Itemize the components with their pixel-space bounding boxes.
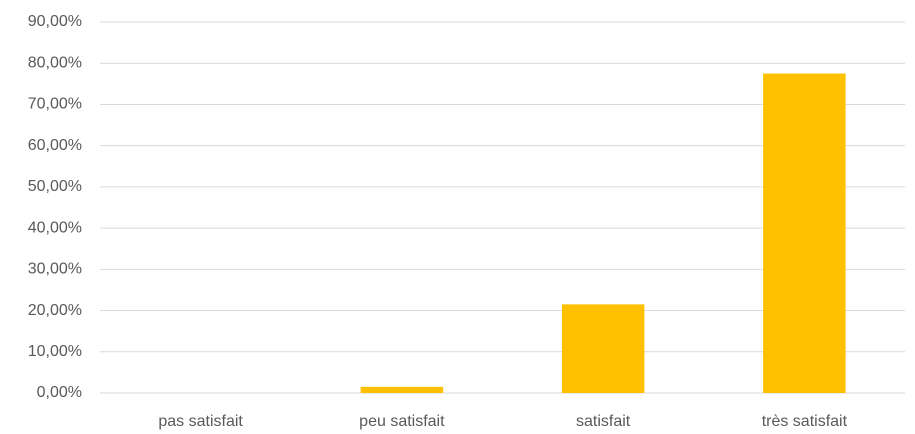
y-tick-label: 90,00% bbox=[28, 13, 82, 30]
bar bbox=[561, 304, 645, 393]
y-tick-label: 20,00% bbox=[28, 302, 82, 319]
y-tick-label: 50,00% bbox=[28, 178, 82, 195]
y-tick-label: 80,00% bbox=[28, 54, 82, 71]
x-tick-label: satisfait bbox=[576, 413, 631, 430]
bar bbox=[360, 386, 444, 393]
y-tick-label: 40,00% bbox=[28, 219, 82, 236]
x-tick-label: pas satisfait bbox=[158, 413, 243, 430]
x-tick-label: peu satisfait bbox=[359, 413, 445, 430]
y-tick-label: 10,00% bbox=[28, 343, 82, 360]
bar bbox=[763, 73, 846, 394]
y-tick-label: 30,00% bbox=[28, 261, 82, 278]
x-tick-label: très satisfait bbox=[762, 413, 848, 430]
y-tick-label: 70,00% bbox=[28, 96, 82, 113]
y-tick-label: 60,00% bbox=[28, 137, 82, 154]
y-tick-label: 0,00% bbox=[37, 384, 82, 401]
